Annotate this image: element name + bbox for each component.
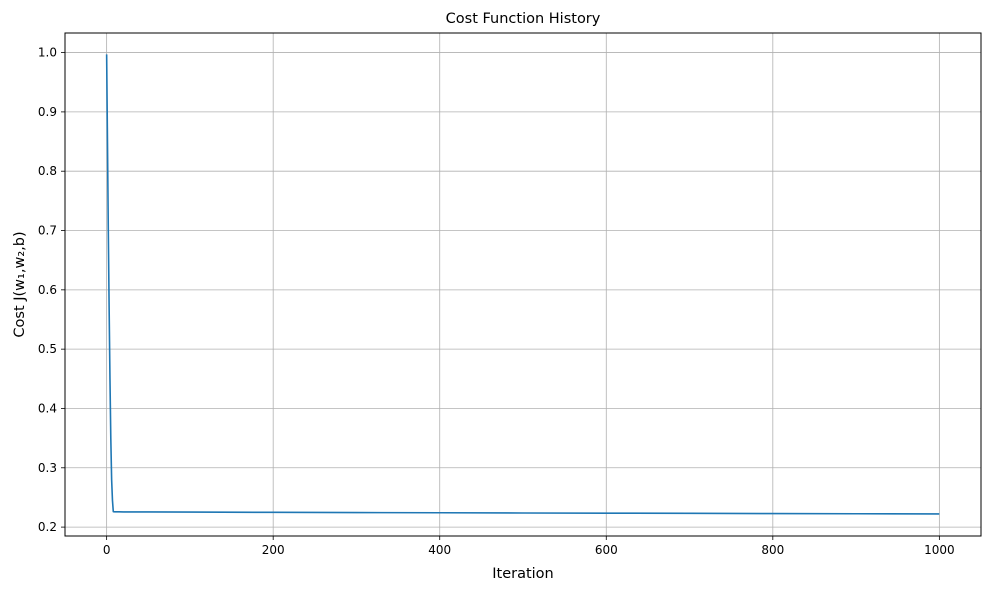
x-tick-label: 400 — [428, 543, 451, 557]
y-tick-label: 0.9 — [38, 105, 57, 119]
x-axis: 0 200 400 600 800 1000 — [103, 536, 955, 557]
x-axis-title: Iteration — [492, 566, 554, 582]
y-tick-label: 0.2 — [38, 520, 57, 534]
chart-title: Cost Function History — [446, 11, 601, 27]
x-tick-label: 1000 — [924, 543, 955, 557]
y-tick-label: 0.4 — [38, 401, 57, 415]
y-axis: 0.2 0.3 0.4 0.5 0.6 0.7 0.8 0.9 1.0 — [38, 46, 65, 534]
plot-frame — [64, 32, 982, 537]
y-tick-label: 1.0 — [38, 46, 57, 60]
x-tick-label: 600 — [595, 543, 618, 557]
y-tick-label: 0.5 — [38, 342, 57, 356]
grid — [65, 33, 981, 536]
x-tick-label: 200 — [262, 543, 285, 557]
y-tick-label: 0.3 — [38, 461, 57, 475]
x-tick-label: 0 — [103, 543, 111, 557]
y-axis-title: Cost J(w₁,w₂,b) — [12, 231, 28, 337]
x-tick-label: 800 — [761, 543, 784, 557]
y-tick-label: 0.8 — [38, 164, 57, 178]
y-tick-label: 0.6 — [38, 283, 57, 297]
cost-series-line — [105, 54, 940, 515]
y-tick-label: 0.7 — [38, 224, 57, 238]
series-layer — [105, 54, 940, 515]
